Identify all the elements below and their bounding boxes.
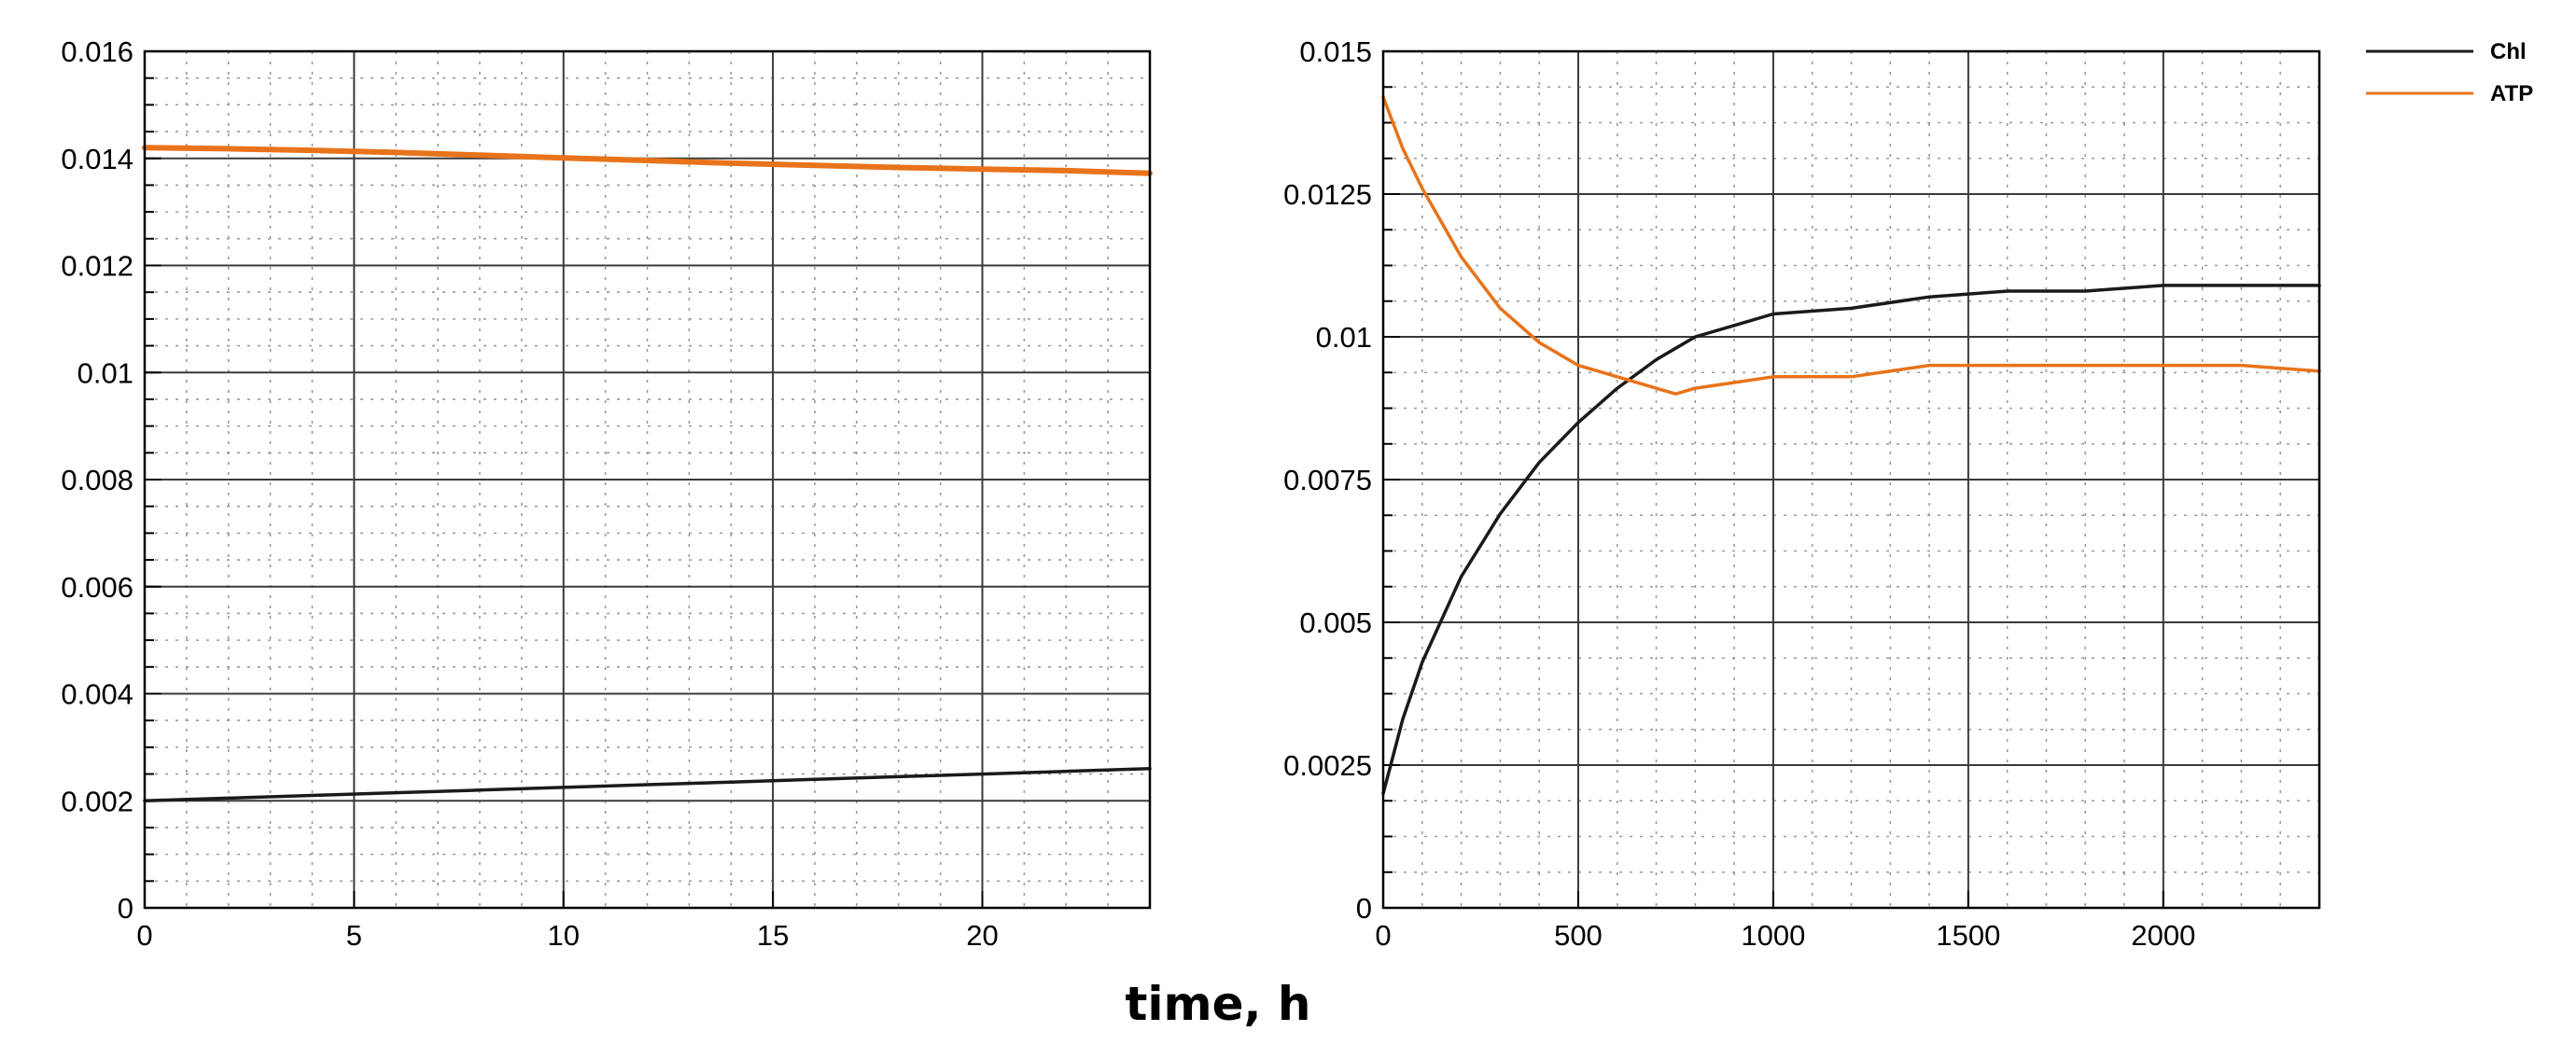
left-xtick-label: 10 — [548, 919, 580, 952]
right-ytick-label: 0.0125 — [1283, 178, 1372, 211]
right-series-atp — [1381, 95, 2321, 396]
left-series-chl — [143, 767, 1152, 803]
right-ytick-label: 0.01 — [1316, 321, 1372, 354]
left-ytick-label: 0.014 — [61, 143, 133, 175]
right-ytick-label: 0.015 — [1299, 35, 1372, 68]
right-grid — [1383, 51, 2319, 908]
right-ytick-label: 0 — [1356, 892, 1372, 925]
left-xtick-label: 0 — [136, 919, 152, 952]
right-ytick-label: 0.005 — [1299, 606, 1372, 639]
left-plot-frame — [143, 49, 1152, 910]
right-ytick-label: 0.0025 — [1283, 749, 1372, 782]
left-series-atp — [142, 145, 1153, 176]
right-xtick-label: 1500 — [1936, 919, 2000, 952]
left-xtick-label: 20 — [966, 919, 998, 952]
right-ytick-label: 0.0075 — [1283, 464, 1372, 496]
legend: Chl ATP — [2366, 39, 2533, 106]
legend-label-chl: Chl — [2490, 39, 2527, 64]
right-xtick-label: 500 — [1554, 919, 1603, 952]
right-xtick-label: 0 — [1375, 919, 1391, 952]
left-ytick-label: 0.004 — [61, 678, 133, 711]
left-ytick-label: 0.006 — [61, 571, 133, 604]
left-ytick-label: 0.012 — [61, 250, 133, 283]
left-ytick-label: 0.01 — [77, 356, 133, 389]
left-xtick-label: 5 — [346, 919, 362, 952]
chart-right: 0 0.0025 0.005 0.0075 0.01 0.0125 0.015 0 500 100… — [1283, 35, 2321, 952]
left-xtick-label: 15 — [757, 919, 789, 952]
right-plot-frame — [1381, 49, 2321, 910]
chart-left: 0 0.002 0.004 0.006 0.008 0.01 0.012 0.014 0.016… — [61, 35, 1153, 952]
right-series-chl — [1381, 284, 2321, 796]
left-ytick-label: 0 — [118, 892, 133, 925]
left-ytick-label: 0.016 — [61, 35, 133, 68]
x-axis-label: time, h — [1125, 977, 1310, 1031]
left-ytick-label: 0.002 — [61, 785, 133, 817]
legend-label-atp: ATP — [2490, 81, 2533, 106]
left-grid — [145, 51, 1150, 908]
left-ytick-label: 0.008 — [61, 464, 133, 496]
right-xtick-label: 2000 — [2131, 919, 2195, 952]
right-xtick-label: 1000 — [1741, 919, 1805, 952]
